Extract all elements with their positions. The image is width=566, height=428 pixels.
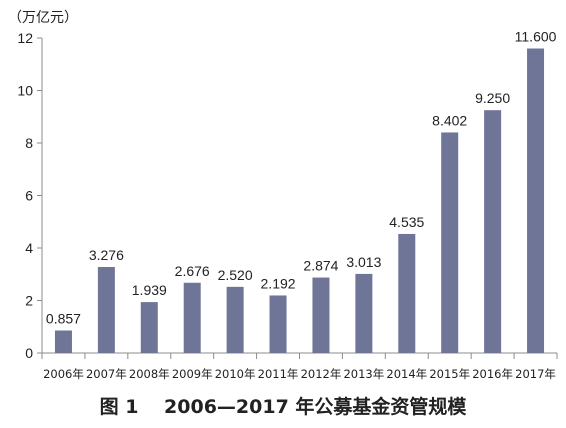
value-label: 2.676	[175, 263, 210, 279]
y-tick-label: 6	[25, 188, 33, 204]
y-tick-label: 0	[25, 345, 33, 361]
value-label: 3.276	[89, 247, 124, 263]
x-tick-label: 2007年	[86, 367, 127, 381]
bar-2016年	[484, 110, 502, 353]
bar-2017年	[527, 48, 545, 353]
x-tick-label: 2010年	[215, 367, 256, 381]
figure-caption: 图 1 2006—2017 年公募基金资管规模	[99, 396, 467, 418]
bar-2006年	[54, 330, 72, 353]
y-tick-label: 4	[25, 240, 33, 256]
x-tick-label: 2006年	[43, 367, 84, 381]
x-tick-label: 2014年	[386, 367, 427, 381]
bar-2010年	[226, 286, 244, 353]
y-tick-label: 10	[17, 83, 33, 99]
x-tick-label: 2013年	[343, 367, 384, 381]
y-tick-label: 2	[25, 293, 33, 309]
y-tick-label: 12	[17, 30, 33, 46]
x-tick-label: 2011年	[258, 367, 299, 381]
bar-2012年	[312, 277, 330, 353]
bar-chart: （万亿元） 0 2 4 6 8 10 12 0.857 2006年 3.276 2007年 1.939 2…	[8, 10, 558, 381]
value-label: 4.535	[389, 214, 424, 230]
bar-2011年	[269, 295, 287, 353]
value-label: 2.874	[303, 258, 338, 274]
bar-2015年	[441, 132, 459, 353]
x-tick-label: 2012年	[301, 367, 342, 381]
x-tick-label: 2008年	[129, 367, 170, 381]
value-label: 0.857	[46, 311, 81, 327]
value-label: 2.192	[261, 275, 296, 291]
x-tick-label: 2016年	[472, 367, 513, 381]
y-tick-label: 8	[25, 135, 33, 151]
y-axis-title: （万亿元）	[8, 10, 78, 26]
value-label: 8.402	[432, 112, 467, 128]
x-tick-label: 2009年	[172, 367, 213, 381]
value-label: 11.600	[515, 29, 557, 45]
x-tick-label: 2017年	[515, 367, 556, 381]
value-label: 3.013	[346, 254, 381, 270]
bar-2007年	[97, 267, 115, 353]
value-label: 2.520	[218, 267, 253, 283]
value-label: 9.250	[475, 90, 510, 106]
bar-2013年	[355, 273, 373, 353]
bar-2008年	[140, 302, 158, 353]
bar-2009年	[183, 282, 201, 353]
x-tick-label: 2015年	[429, 367, 470, 381]
bar-2014年	[398, 233, 416, 353]
value-label: 1.939	[132, 282, 167, 298]
